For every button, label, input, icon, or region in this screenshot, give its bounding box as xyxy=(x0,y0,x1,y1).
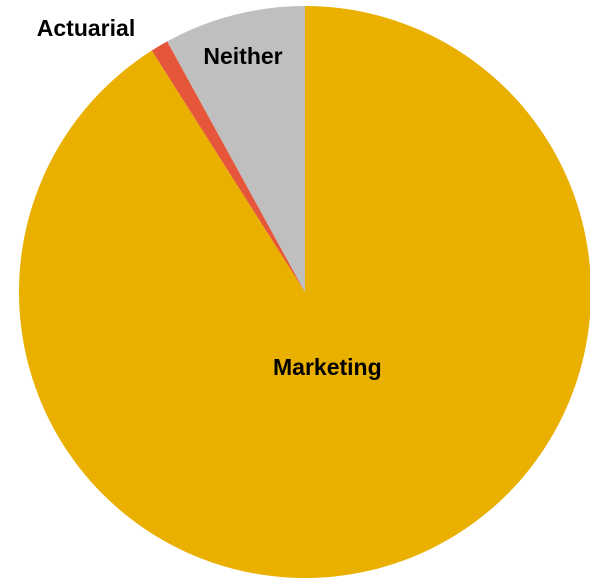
slice-label: Actuarial xyxy=(37,15,135,41)
pie-slice xyxy=(151,41,305,293)
pie-slice xyxy=(19,6,590,578)
slice-label: Neither xyxy=(203,43,282,69)
slice-label: Marketing xyxy=(273,354,382,380)
pie-slice xyxy=(167,6,305,292)
